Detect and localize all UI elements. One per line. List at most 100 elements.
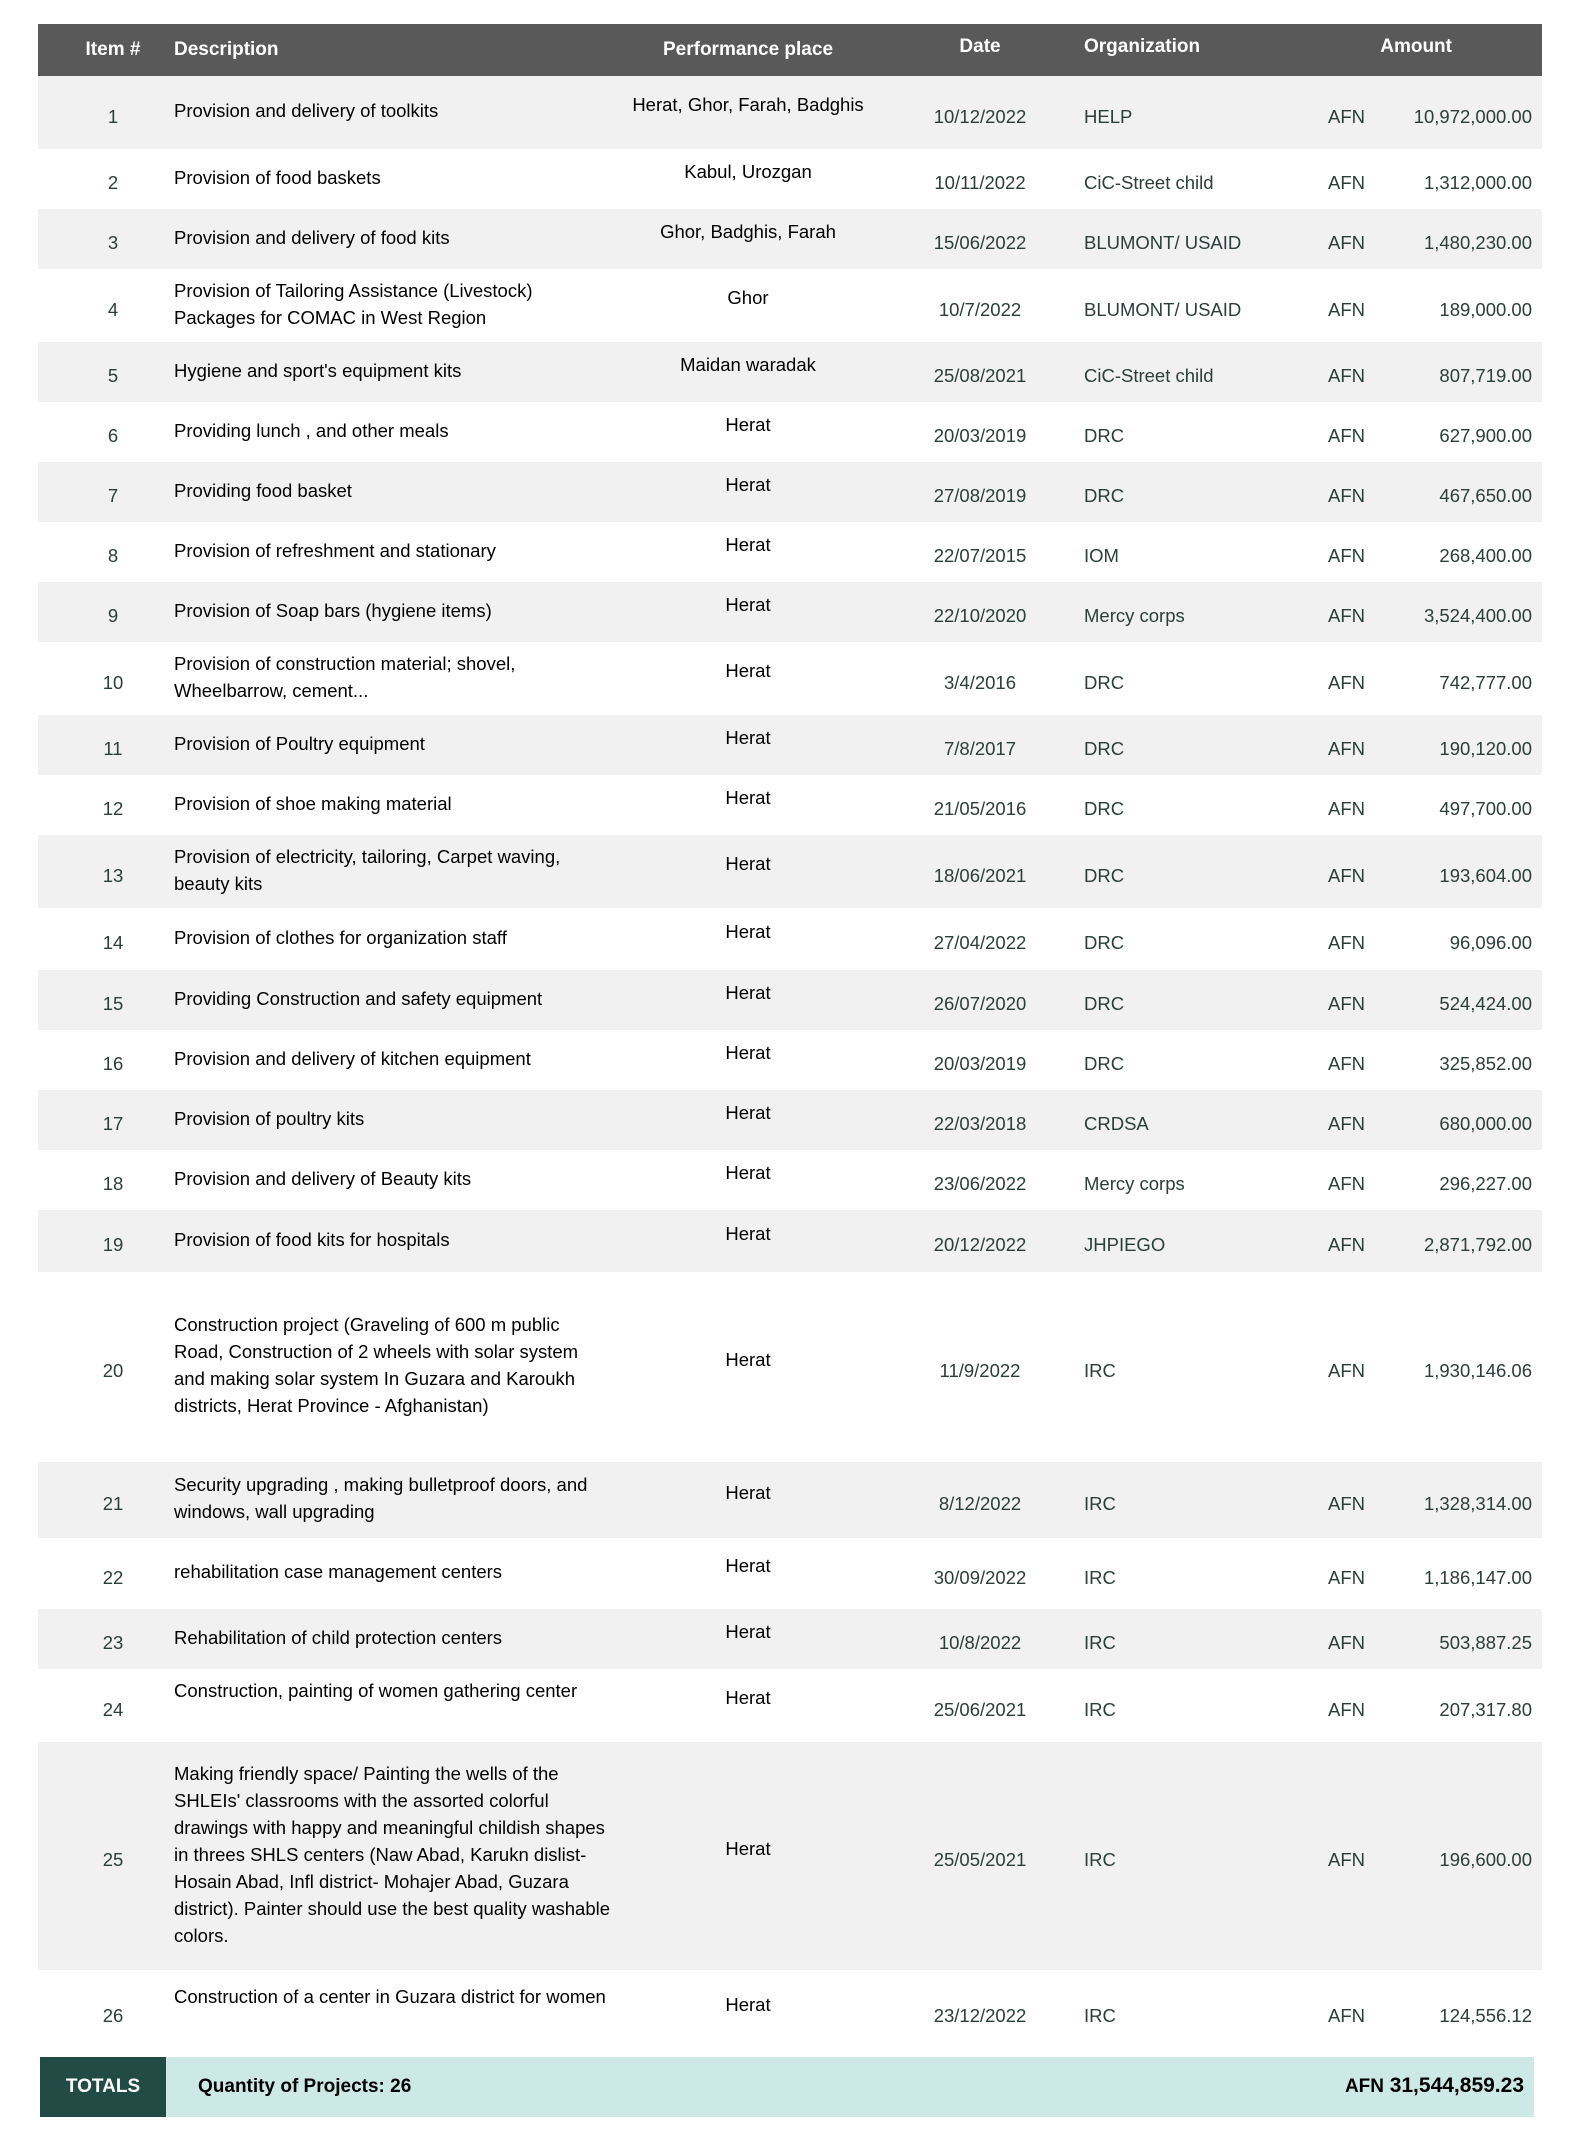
table-row: 6 Providing lunch , and other meals Herat 2…	[38, 402, 1542, 462]
currency: AFN	[1328, 671, 1365, 693]
currency: AFN	[1328, 1849, 1365, 1870]
currency: AFN	[1328, 1234, 1365, 1255]
date: 27/04/2022	[933, 932, 1027, 953]
organization: IOM	[1084, 545, 1119, 566]
table-row: 10 Provision of construction material; sh…	[38, 642, 1542, 715]
description: Providing Construction and safety equipm…	[174, 987, 543, 1009]
header-description: Description	[174, 39, 279, 60]
performance-place: Herat	[725, 1041, 771, 1063]
currency: AFN	[1328, 1493, 1365, 1514]
table-row: 22 rehabilitation case management centers…	[38, 1538, 1542, 1609]
currency: AFN	[1328, 2005, 1365, 2026]
header-organization: Organization	[1084, 36, 1201, 57]
organization: DRC	[1084, 993, 1125, 1014]
description: Providing food basket	[174, 479, 352, 501]
currency: AFN	[1328, 298, 1365, 320]
table-row: 12 Provision of shoe making material Herat…	[38, 775, 1542, 835]
date: 26/07/2020	[933, 993, 1027, 1014]
currency: AFN	[1328, 738, 1365, 759]
table-row: 19 Provision of food kits for hospitals He…	[38, 1210, 1542, 1272]
description: Provision of food baskets	[174, 166, 381, 188]
organization: JHPIEGO	[1084, 1234, 1166, 1255]
description: Provision of Poultry equipment	[174, 732, 425, 754]
description: Construction of a center in Guzara distr…	[174, 1986, 606, 2007]
description: Rehabilitation of child protection cente…	[174, 1626, 503, 1648]
organization: DRC	[1084, 864, 1125, 886]
performance-place: Herat	[725, 1161, 771, 1183]
description: Provision of refreshment and stationary	[174, 539, 496, 561]
table-row: 7 Providing food basket Herat 27/08/2019 DRC…	[38, 462, 1542, 522]
item-number: 8	[107, 545, 119, 566]
table-row: 21 Security upgrading , making bulletproo…	[38, 1462, 1542, 1538]
currency: AFN	[1328, 1566, 1365, 1588]
amount: 296,227.00	[1439, 1173, 1532, 1194]
performance-place: Herat, Ghor, Farah, Badghis	[632, 94, 864, 115]
amount: 1,328,314.00	[1423, 1493, 1532, 1514]
performance-place: Kabul, Urozgan	[684, 160, 812, 182]
date: 22/07/2015	[933, 545, 1027, 566]
date: 10/12/2022	[933, 105, 1027, 127]
description: Provision of electricity, tailoring, Car…	[174, 845, 561, 894]
date: 21/05/2016	[933, 798, 1027, 819]
performance-place: Herat	[725, 533, 771, 555]
performance-place: Herat	[725, 1837, 771, 1859]
item-number: 16	[102, 1053, 124, 1074]
organization: BLUMONT/ USAID	[1084, 232, 1242, 253]
table-row: 20 Construction project (Graveling of 600…	[38, 1272, 1542, 1462]
organization: IRC	[1084, 1566, 1116, 1588]
table-row: 15 Providing Construction and safety equi…	[38, 970, 1542, 1030]
header-date: Date	[959, 36, 1001, 57]
description: Provision and delivery of kitchen equipm…	[174, 1047, 531, 1069]
performance-place: Herat	[725, 853, 771, 874]
organization: HELP	[1084, 105, 1133, 127]
date: 22/03/2018	[933, 1113, 1027, 1134]
item-number: 21	[102, 1493, 124, 1514]
amount: 467,650.00	[1439, 485, 1532, 506]
item-number: 4	[107, 298, 119, 320]
table-row: 1 Provision and delivery of toolkits Herat…	[38, 76, 1542, 149]
organization: DRC	[1084, 425, 1125, 446]
date: 18/06/2021	[933, 864, 1027, 886]
amount: 2,871,792.00	[1423, 1234, 1532, 1255]
performance-place: Herat	[725, 593, 771, 615]
header-place: Performance place	[662, 39, 834, 60]
table-body: 1 Provision and delivery of toolkits Herat…	[38, 76, 1542, 2054]
table-row: 25 Making friendly space/ Painting the we…	[38, 1742, 1542, 1970]
currency: AFN	[1328, 993, 1365, 1014]
performance-place: Ghor, Badghis, Farah	[660, 220, 836, 242]
description: Provision of poultry kits	[174, 1107, 365, 1129]
description: Security upgrading , making bulletproof …	[174, 1474, 588, 1522]
description: Construction project (Graveling of 600 m…	[174, 1314, 579, 1416]
currency: AFN	[1328, 1053, 1365, 1074]
table-row: 9 Provision of Soap bars (hygiene items) H…	[38, 582, 1542, 642]
amount: 680,000.00	[1439, 1113, 1532, 1134]
performance-place: Herat	[725, 786, 771, 808]
organization: IRC	[1084, 1632, 1116, 1653]
organization: CRDSA	[1084, 1113, 1149, 1134]
totals-quantity: Quantity of Projects: 26	[198, 2076, 412, 2097]
amount: 1,186,147.00	[1423, 1566, 1532, 1588]
description: Provision of shoe making material	[174, 792, 452, 814]
date: 20/03/2019	[933, 1053, 1027, 1074]
amount: 193,604.00	[1439, 864, 1532, 886]
table-header: Item # Description Performance place Dat…	[38, 24, 1542, 76]
currency: AFN	[1328, 232, 1365, 253]
description: Provision of food kits for hospitals	[174, 1228, 450, 1250]
currency: AFN	[1328, 172, 1365, 193]
performance-place: Herat	[725, 1222, 771, 1244]
item-number: 7	[107, 485, 119, 506]
date: 10/8/2022	[938, 1632, 1022, 1653]
performance-place: Herat	[725, 726, 771, 748]
organization: DRC	[1084, 932, 1125, 953]
performance-place: Maidan waradak	[680, 353, 816, 375]
date: 30/09/2022	[933, 1566, 1027, 1588]
item-number: 23	[102, 1632, 124, 1653]
performance-place: Herat	[725, 1101, 771, 1123]
amount: 3,524,400.00	[1423, 605, 1532, 626]
item-number: 14	[102, 932, 124, 953]
date: 22/10/2020	[933, 605, 1027, 626]
date: 7/8/2017	[943, 738, 1016, 759]
description: Provision and delivery of toolkits	[174, 100, 439, 121]
table-row: 8 Provision of refreshment and stationary…	[38, 522, 1542, 582]
performance-place: Herat	[725, 1555, 771, 1576]
